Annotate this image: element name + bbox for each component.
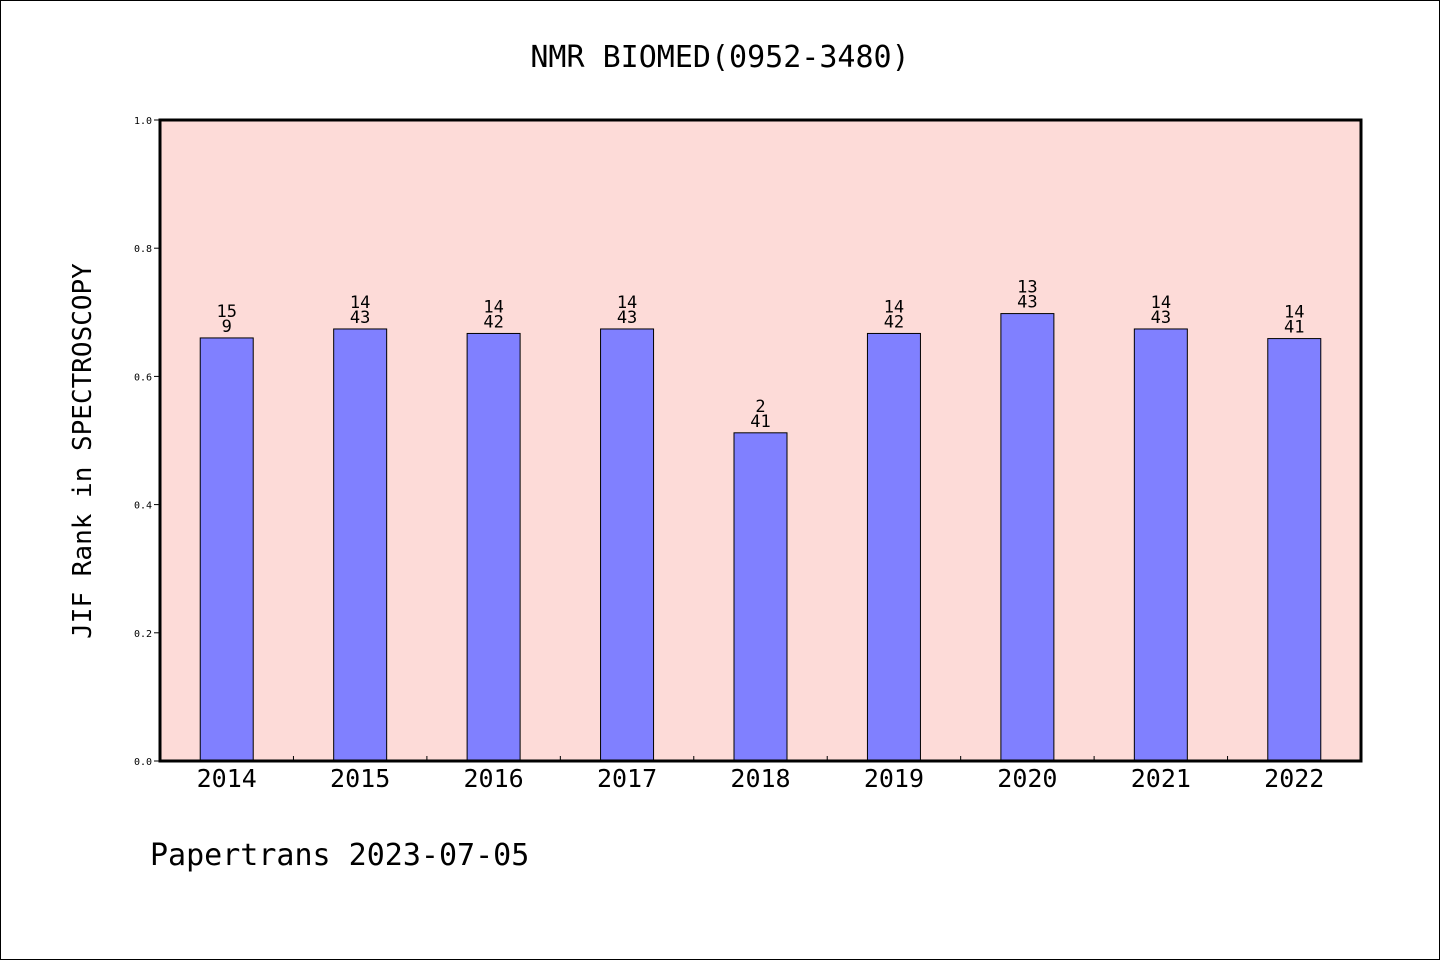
bar-label-bottom-2014: 9 (222, 317, 232, 337)
bars-group (199, 313, 1322, 762)
bar-label-top-2016: 14 (483, 297, 503, 317)
x-tick-label-2019: 2019 (864, 764, 924, 793)
bar-label-bottom-2017: 43 (617, 308, 637, 328)
bar-label-bottom-2016: 42 (483, 312, 503, 332)
y-tick-label-1.0: 1.0 (134, 116, 152, 127)
bar-label-bottom-2021: 43 (1151, 308, 1171, 328)
bar-label-top-2020: 13 (1017, 278, 1037, 298)
bar-label-bottom-2018: 41 (750, 412, 770, 432)
bar-2015 (333, 328, 388, 762)
y-tick-label-0.4: 0.4 (134, 501, 152, 512)
y-axis: 0.0 0.2 0.4 0.6 0.8 1.0 (134, 116, 160, 768)
chart-title: NMR BIOMED(0952-3480) (530, 40, 909, 75)
bar-label-top-2022: 14 (1284, 303, 1304, 323)
bar-2018 (733, 432, 788, 762)
x-tick-label-2022: 2022 (1264, 764, 1324, 793)
bar-label-bottom-2022: 41 (1284, 318, 1304, 338)
bar-2019 (866, 332, 921, 762)
bar-label-bottom-2020: 43 (1017, 293, 1037, 313)
bar-label-top-2019: 14 (884, 297, 904, 317)
plot-border (158, 118, 1363, 763)
x-tick-label-2016: 2016 (464, 764, 524, 793)
x-tick-label-2021: 2021 (1131, 764, 1191, 793)
bar-2016 (466, 332, 521, 762)
bar-2021 (1133, 328, 1188, 762)
x-tick-label-2014: 2014 (197, 764, 257, 793)
x-tick-label-2015: 2015 (330, 764, 390, 793)
x-axis: 2014 2015 2016 2017 2018 2019 2020 2021 2022 (197, 756, 1324, 793)
bar-label-top-2014: 15 (216, 302, 236, 322)
footer-text: Papertrans 2023-07-05 (150, 838, 529, 873)
x-tick-label-2017: 2017 (597, 764, 657, 793)
y-tick-label-0.0: 0.0 (134, 757, 152, 768)
y-tick-label-0.6: 0.6 (134, 372, 152, 383)
bar-label-top-2017: 14 (617, 293, 637, 313)
bar-2017 (600, 328, 655, 762)
bar-label-top-2015: 14 (350, 293, 370, 313)
bar-2022 (1267, 338, 1322, 762)
bar-label-top-2021: 14 (1151, 293, 1171, 313)
bar-label-bottom-2019: 42 (884, 312, 904, 332)
bar-label-bottom-2015: 43 (350, 308, 370, 328)
y-tick-label-0.8: 0.8 (134, 244, 152, 255)
bar-2020 (1000, 313, 1055, 762)
x-tick-label-2018: 2018 (730, 764, 790, 793)
y-axis-label: JIF Rank in SPECTROSCOPY (68, 263, 98, 639)
bar-2014 (199, 337, 254, 762)
bar-label-top-2018: 2 (755, 397, 765, 417)
y-tick-label-0.2: 0.2 (134, 629, 152, 640)
x-tick-label-2020: 2020 (997, 764, 1057, 793)
